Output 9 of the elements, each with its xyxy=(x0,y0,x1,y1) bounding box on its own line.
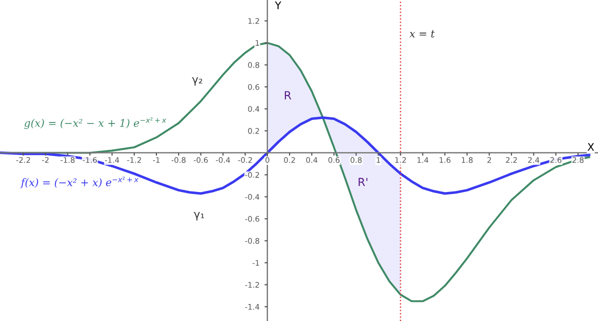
annotation: γ₁ xyxy=(194,212,204,220)
x-axis-title: X xyxy=(588,143,594,151)
ref-line-label: x = t xyxy=(409,30,435,38)
annotation: γ₂ xyxy=(192,77,202,86)
series-label: g(x) = (−x² − x + 1) e$^{−x²+x}$ xyxy=(24,117,166,130)
y-axis-title: Y xyxy=(274,1,282,10)
annotation: R' xyxy=(358,178,368,186)
legend-label: f(x) = (−x² + x) e$^{−x²+x}$ xyxy=(20,176,139,188)
annotation: R xyxy=(284,91,292,100)
